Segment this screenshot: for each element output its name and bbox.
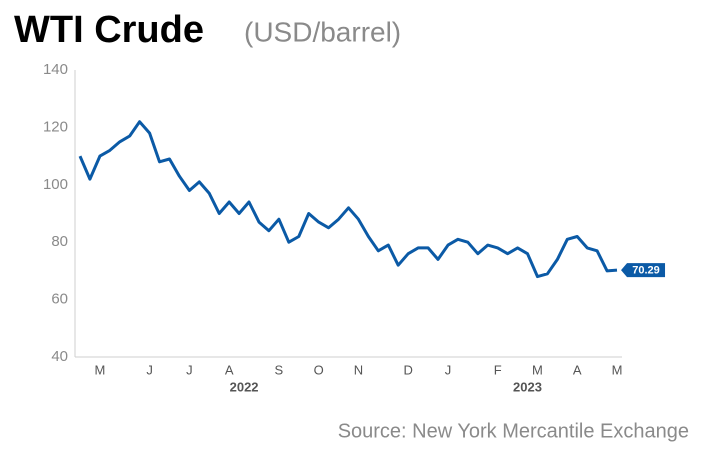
price-line: [78, 120, 618, 279]
x-tick-label: J: [146, 362, 153, 377]
end-label-box: [621, 263, 666, 278]
x-tick-label: M: [532, 362, 543, 377]
x-tick-label: A: [573, 362, 582, 377]
end-value-label: 70.29: [632, 264, 660, 276]
y-tick-label: 80: [51, 233, 68, 250]
x-tick-label: J: [186, 362, 193, 377]
x-tick-label: O: [314, 362, 324, 377]
chart-title: WTI Crude: [14, 9, 204, 51]
x-tick-label: J: [445, 362, 452, 377]
x-tick-label: S: [275, 362, 284, 377]
y-tick-label: 100: [43, 176, 68, 193]
x-tick-label: M: [94, 362, 105, 377]
x-group-label: 2023: [513, 379, 542, 394]
source-note: Source: New York Mercantile Exchange: [338, 420, 689, 442]
y-tick-label: 120: [43, 118, 68, 135]
x-tick-label: D: [403, 362, 412, 377]
chart-subtitle: (USD/barrel): [244, 16, 401, 47]
x-group-label: 2022: [230, 379, 259, 394]
x-tick-label: N: [354, 362, 363, 377]
x-tick-label: M: [612, 362, 623, 377]
y-tick-label: 60: [51, 291, 68, 308]
x-tick-label: F: [494, 362, 502, 377]
y-tick-label: 40: [51, 348, 68, 365]
x-tick-label: A: [225, 362, 234, 377]
y-tick-label: 140: [43, 61, 68, 78]
